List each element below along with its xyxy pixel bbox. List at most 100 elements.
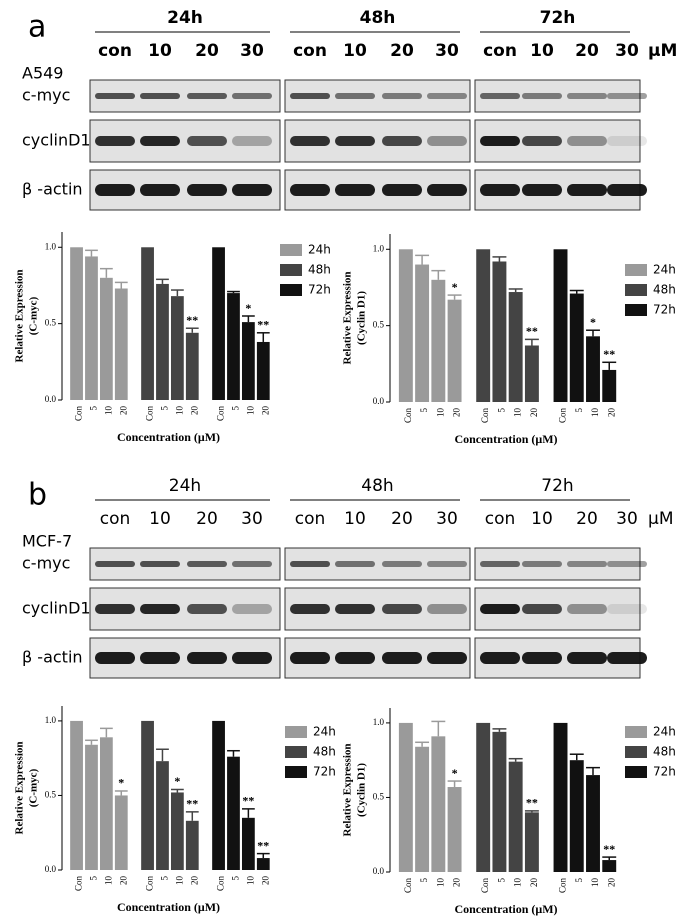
bar: [508, 292, 523, 402]
lane-label: 20: [196, 509, 218, 529]
bar: [492, 261, 507, 402]
band: [95, 136, 135, 146]
bar: [431, 279, 446, 402]
y-tick-label: 0.0: [45, 394, 57, 404]
x-tick-label: 10: [590, 878, 600, 888]
band: [187, 93, 227, 99]
legend-swatch: [285, 726, 307, 738]
x-tick-label: 10: [245, 876, 255, 886]
band: [335, 93, 375, 99]
band: [480, 604, 520, 614]
bar: [524, 345, 539, 402]
band: [382, 93, 422, 99]
bar: [476, 249, 491, 402]
x-tick-label: Con: [403, 878, 413, 894]
legend-swatch: [280, 244, 302, 256]
x-tick-label: 5: [574, 878, 584, 883]
bar: [141, 720, 154, 870]
significance: **: [257, 318, 269, 332]
band: [522, 136, 562, 146]
x-tick-label: 10: [174, 876, 184, 886]
lane-label: 10: [149, 509, 171, 529]
bar: [141, 247, 154, 400]
band: [522, 652, 562, 664]
band: [480, 652, 520, 664]
x-tick-label: 5: [496, 878, 506, 883]
bar: [85, 256, 98, 400]
lane-label: 10: [343, 41, 367, 61]
y-tick-label: 0.5: [45, 790, 57, 800]
lane-label: 10: [530, 41, 554, 61]
significance: **: [257, 838, 269, 852]
bar: [553, 722, 568, 872]
significance: **: [242, 794, 254, 808]
x-tick-label: 20: [452, 408, 462, 418]
x-tick-label: 5: [160, 406, 170, 411]
band: [187, 561, 227, 567]
x-tick-label: 10: [435, 878, 445, 888]
band: [140, 604, 180, 614]
bar: [492, 731, 507, 872]
bar: [447, 299, 462, 402]
significance: *: [118, 776, 124, 790]
band: [290, 136, 330, 146]
x-tick-label: 20: [529, 878, 539, 888]
x-tick-label: 20: [189, 876, 199, 886]
band: [382, 652, 422, 664]
legend-swatch: [625, 726, 647, 738]
lane-label: con: [293, 41, 327, 61]
bar: [553, 249, 568, 402]
x-tick-label: 5: [231, 406, 241, 411]
y-tick-label: 0.5: [45, 318, 57, 328]
x-tick-label: 20: [452, 878, 462, 888]
x-tick-label: 10: [245, 406, 255, 416]
time-label: 24h: [169, 476, 201, 496]
band: [427, 561, 467, 567]
x-tick-label: Con: [74, 876, 84, 892]
x-tick-label: 10: [103, 876, 113, 886]
x-tick-label: 5: [160, 876, 170, 881]
bar: [185, 820, 199, 870]
band: [480, 184, 520, 196]
lane-label: con: [483, 41, 517, 61]
lane-label: 30: [241, 509, 263, 529]
legend-label: 72h: [653, 765, 676, 779]
row-label: β -actin: [22, 180, 83, 199]
legend-swatch: [625, 746, 647, 758]
band: [232, 652, 272, 664]
lane-label: 20: [391, 509, 413, 529]
band: [427, 93, 467, 99]
x-tick-label: 20: [118, 406, 128, 416]
significance: **: [186, 797, 198, 811]
x-tick-label: 20: [529, 408, 539, 418]
lane-label: 30: [615, 41, 639, 61]
bar: [85, 744, 98, 870]
x-tick-label: Con: [216, 406, 226, 422]
lane-label: 30: [435, 41, 459, 61]
x-tick-label: Con: [558, 408, 568, 424]
x-tick-label: 5: [574, 408, 584, 413]
x-tick-label: Con: [480, 878, 490, 894]
x-tick-label: Con: [216, 876, 226, 892]
y-tick-label: 1.0: [45, 241, 57, 251]
legend-swatch: [285, 746, 307, 758]
band: [140, 184, 180, 196]
x-tick-label: 5: [496, 408, 506, 413]
y-tick-label: 0.0: [373, 396, 385, 406]
band: [382, 136, 422, 146]
band: [427, 604, 467, 614]
bar: [99, 277, 113, 400]
band: [232, 604, 272, 614]
lane-label: con: [100, 509, 131, 529]
lane-label: 20: [575, 41, 599, 61]
significance: **: [186, 313, 198, 327]
band: [427, 652, 467, 664]
bar: [256, 858, 270, 870]
bar: [170, 792, 184, 870]
band: [567, 604, 607, 614]
band: [522, 184, 562, 196]
bar: [431, 736, 446, 872]
legend-swatch: [625, 264, 647, 276]
